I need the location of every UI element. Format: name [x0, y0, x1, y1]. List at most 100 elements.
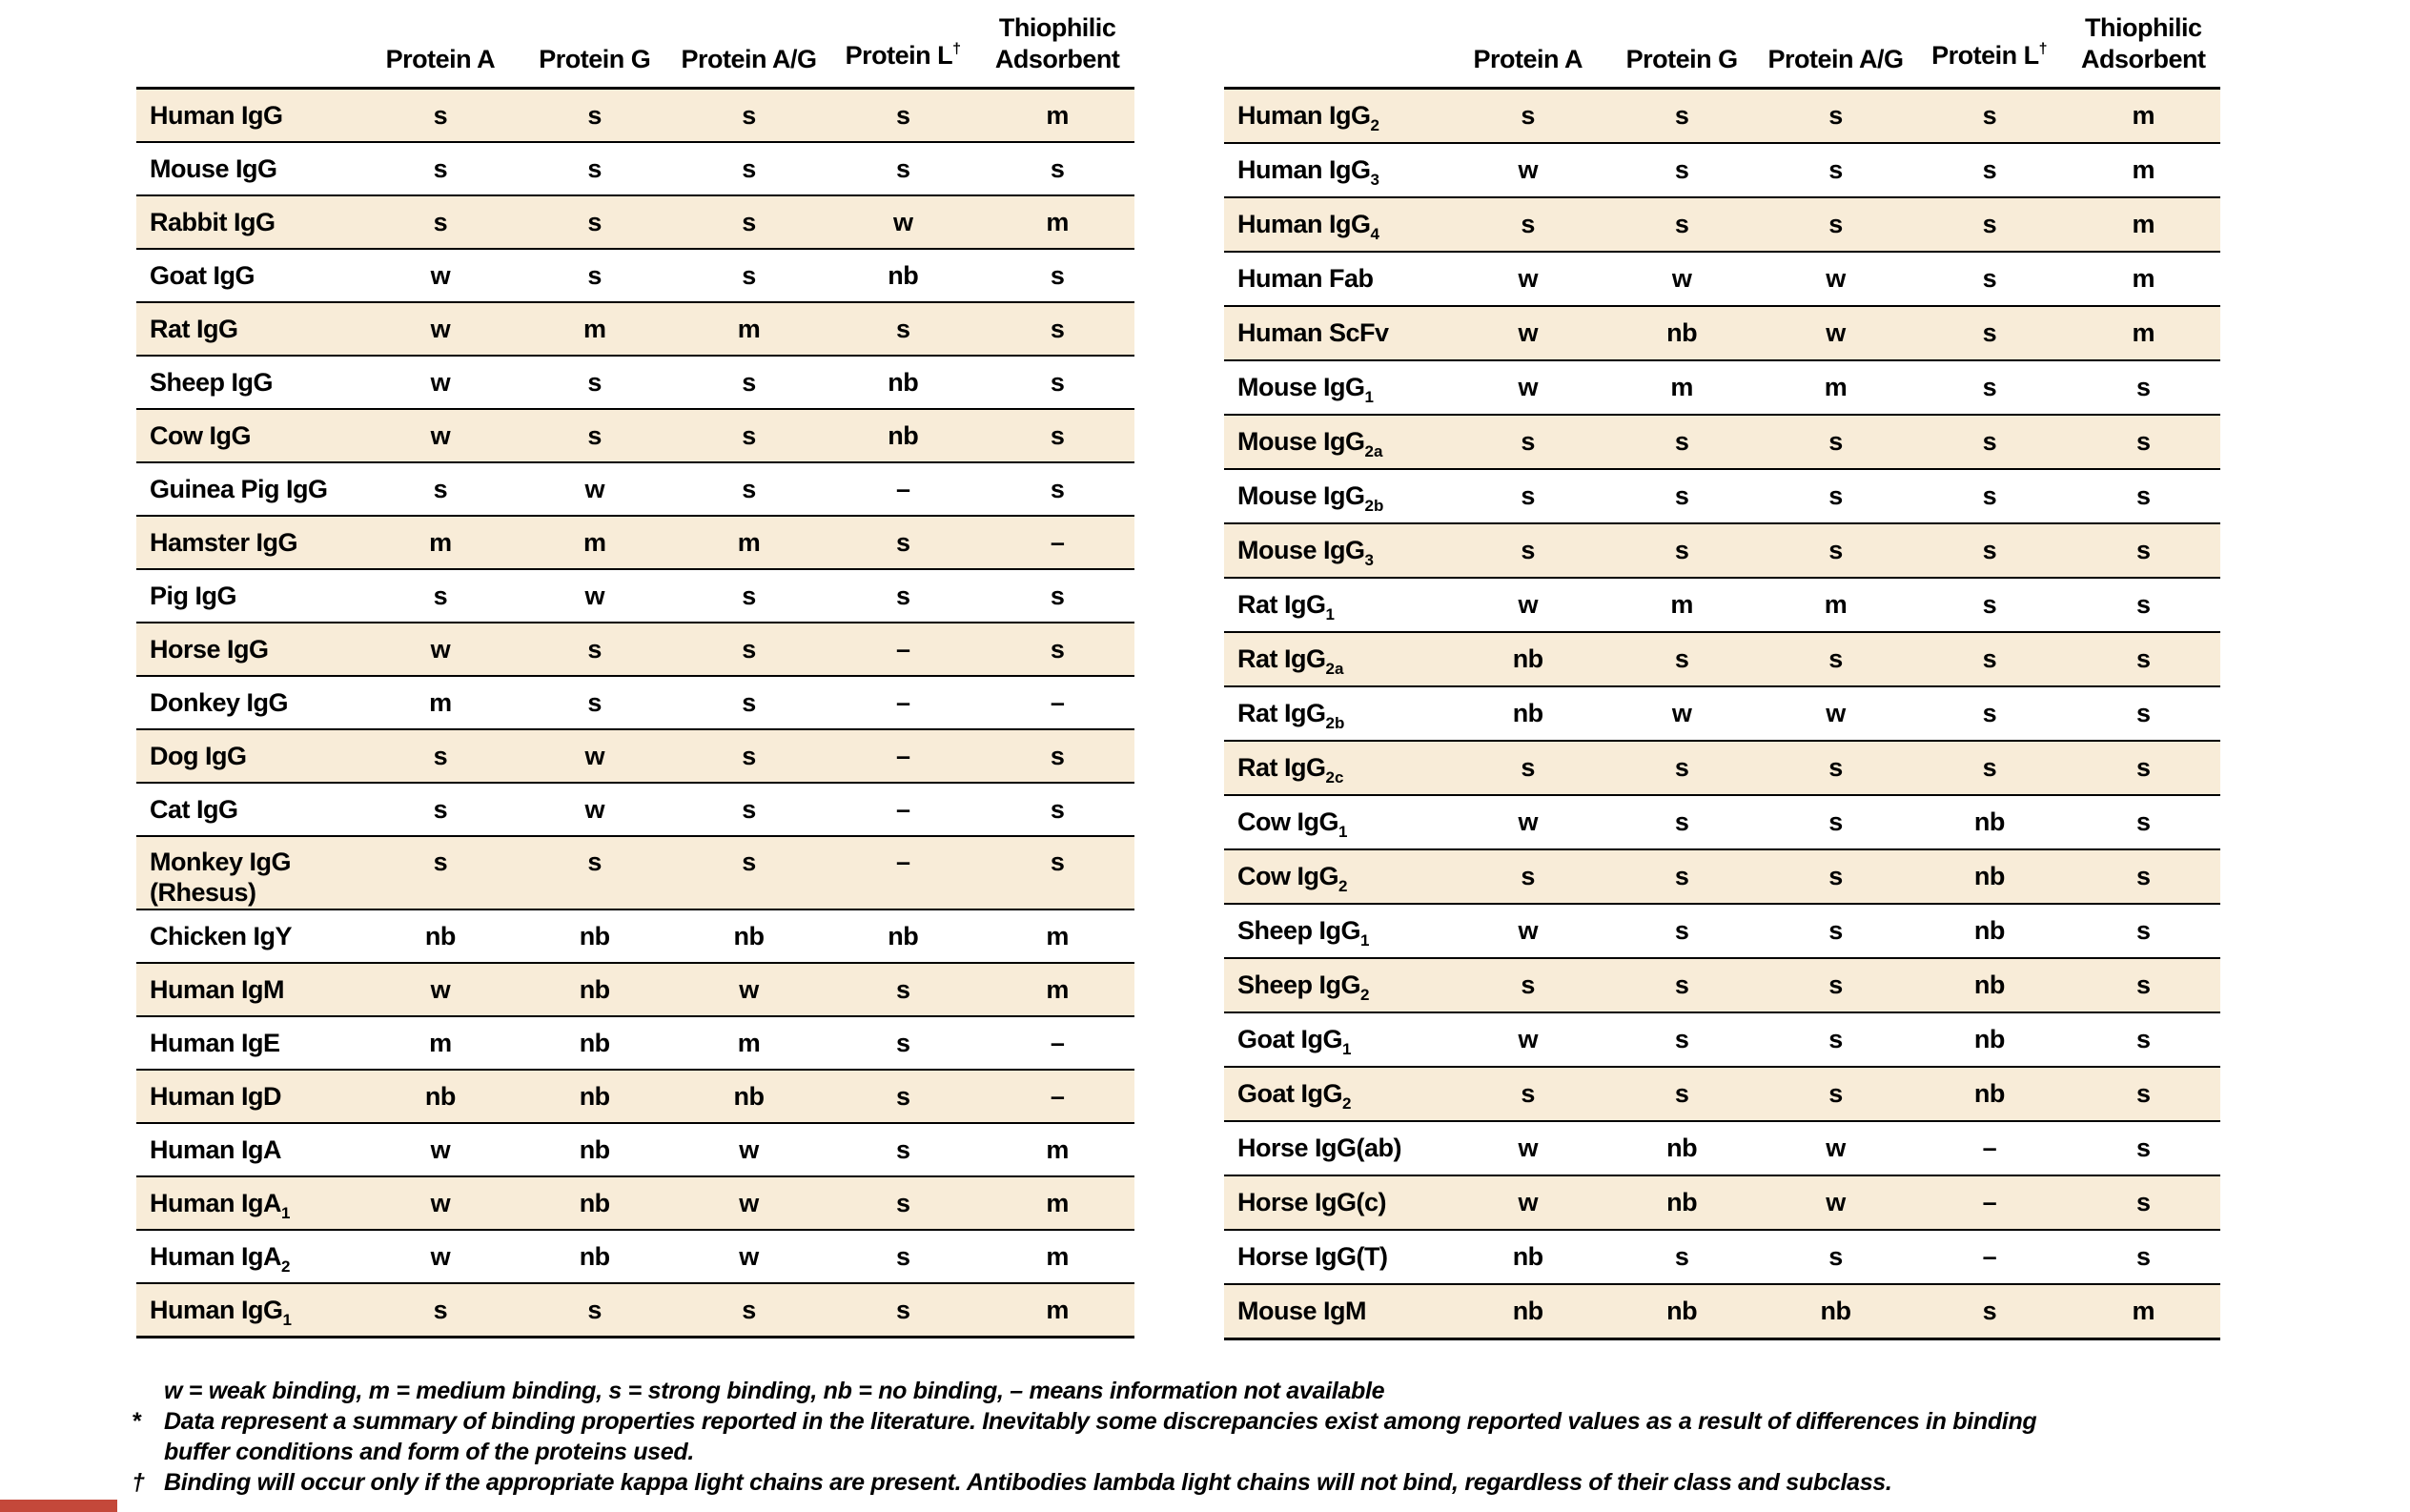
table-row: Rat IgG2b nb w w s s [1224, 686, 2220, 742]
binding-value-cell: nb [1912, 1012, 2067, 1068]
subscript: 1 [1342, 1040, 1352, 1058]
binding-value-cell: s [826, 1176, 981, 1231]
binding-value-cell: nb [517, 1176, 672, 1231]
row-label-cell: Human IgG4 [1224, 197, 1451, 253]
table-row: Sheep IgG1 w s s nb s [1224, 904, 2220, 959]
binding-value-cell: s [2066, 958, 2220, 1013]
binding-value-cell: s [1451, 523, 1605, 579]
binding-value-cell: s [1912, 197, 2067, 253]
binding-value-cell: s [1604, 523, 1759, 579]
table-row: Human IgG4 s s s s m [1224, 197, 2220, 253]
binding-value-cell: nb [363, 1070, 518, 1124]
column-header: Protein A/G [671, 0, 827, 90]
row-label-cell: Human IgA [136, 1123, 363, 1177]
subscript: 4 [1370, 225, 1379, 243]
binding-value-cell: s [1912, 306, 2067, 361]
column-header: Protein A/G [1758, 0, 1913, 90]
binding-value-cell: s [2066, 1121, 2220, 1176]
table-row: Human IgD nb nb nb s – [136, 1070, 1134, 1124]
binding-value-cell: s [671, 88, 827, 143]
column-header: Protein G [517, 0, 672, 90]
table-body-right: Human IgG2 s s s s m Human IgG3 w s s s m Human IgG4… [1224, 88, 2220, 1340]
binding-value-cell: nb [1912, 958, 2067, 1013]
table-row: Hamster IgG m m m s – [136, 516, 1134, 570]
row-label-cell: Mouse IgG2b [1224, 469, 1451, 524]
row-label-cell: Human IgG [136, 88, 363, 143]
row-label-cell: Goat IgG1 [1224, 1012, 1451, 1068]
binding-value-cell: s [826, 88, 981, 143]
table-row: Sheep IgG2 s s s nb s [1224, 958, 2220, 1013]
table-row: Mouse IgG3 s s s s s [1224, 523, 2220, 579]
row-label-cell: Sheep IgG [136, 356, 363, 410]
subscript: 2b [1364, 497, 1384, 515]
binding-value-cell: s [1451, 469, 1605, 524]
row-label-cell: Goat IgG [136, 249, 363, 303]
binding-value-cell: s [1758, 88, 1913, 144]
table-row: Human IgA w nb w s m [136, 1123, 1134, 1177]
binding-value-cell: s [363, 569, 518, 623]
binding-value-cell: – [826, 623, 981, 677]
binding-value-cell: s [671, 569, 827, 623]
subscript: 2 [281, 1257, 291, 1276]
binding-value-cell: s [1912, 578, 2067, 633]
binding-value-cell: w [363, 409, 518, 463]
binding-value-cell: s [2066, 741, 2220, 796]
row-label-cell: Rat IgG2a [1224, 632, 1451, 687]
binding-value-cell: s [1912, 632, 2067, 687]
table-row: Dog IgG s w s – s [136, 729, 1134, 784]
row-label-cell: Pig IgG [136, 569, 363, 623]
binding-value-cell: s [826, 1230, 981, 1284]
binding-value-cell: s [1604, 1230, 1759, 1285]
subscript: 2 [1338, 877, 1348, 895]
table-row: Cow IgG2 s s s nb s [1224, 849, 2220, 905]
binding-value-cell: w [1451, 1012, 1605, 1068]
binding-value-cell: s [1758, 1230, 1913, 1285]
binding-value-cell: – [1912, 1175, 2067, 1231]
binding-value-cell: m [2066, 197, 2220, 253]
table-row: Human IgG1 s s s s m [136, 1283, 1134, 1338]
table-row: Human IgG3 w s s s m [1224, 143, 2220, 198]
binding-table-right: Protein A Protein G Protein A/G Protein L† T… [1224, 0, 2220, 1340]
row-label-cell: Human ScFv [1224, 306, 1451, 361]
binding-value-cell: s [1604, 849, 1759, 905]
binding-value-cell: w [517, 569, 672, 623]
binding-value-cell: s [2066, 632, 2220, 687]
binding-value-cell: s [671, 249, 827, 303]
binding-value-cell: – [980, 676, 1134, 730]
binding-value-cell: s [671, 195, 827, 250]
binding-value-cell: nb [826, 249, 981, 303]
table-row: Human IgG2 s s s s m [1224, 88, 2220, 144]
row-label-cell: Human IgM [136, 963, 363, 1017]
binding-value-cell: w [363, 1230, 518, 1284]
binding-value-cell: nb [1912, 1067, 2067, 1122]
column-header: Protein L† [1912, 0, 2067, 90]
binding-value-cell: – [826, 676, 981, 730]
binding-value-cell: s [363, 462, 518, 517]
binding-value-cell: s [980, 783, 1134, 837]
binding-value-cell: s [980, 142, 1134, 196]
table-row: Mouse IgM nb nb nb s m [1224, 1284, 2220, 1340]
binding-value-cell: w [671, 1123, 827, 1177]
binding-value-cell: s [1912, 469, 2067, 524]
binding-value-cell: m [980, 88, 1134, 143]
binding-value-cell: w [517, 729, 672, 784]
binding-value-cell: s [826, 1283, 981, 1338]
binding-value-cell: m [517, 302, 672, 357]
table-row: Horse IgG(ab) w nb w – s [1224, 1121, 2220, 1176]
binding-value-cell: w [1451, 143, 1605, 198]
table-row: Rat IgG1 w m m s s [1224, 578, 2220, 633]
footnote: † Binding will occur only if the appropri… [132, 1467, 2181, 1498]
binding-value-cell: s [2066, 904, 2220, 959]
binding-value-cell: m [2066, 252, 2220, 307]
binding-value-cell: m [1604, 578, 1759, 633]
table-row: Human Fab w w w s m [1224, 252, 2220, 307]
footnote-text: w = weak binding, m = medium binding, s … [164, 1378, 1385, 1404]
binding-value-cell: s [517, 1283, 672, 1338]
row-label-cell: Human IgG2 [1224, 88, 1451, 144]
binding-value-cell: w [363, 1123, 518, 1177]
binding-value-cell: nb [671, 1070, 827, 1124]
binding-value-cell: s [363, 142, 518, 196]
header-row: Protein A Protein G Protein A/G Protein L† T… [136, 0, 1134, 90]
dagger-superscript: † [2038, 41, 2048, 57]
binding-value-cell: s [1912, 415, 2067, 470]
